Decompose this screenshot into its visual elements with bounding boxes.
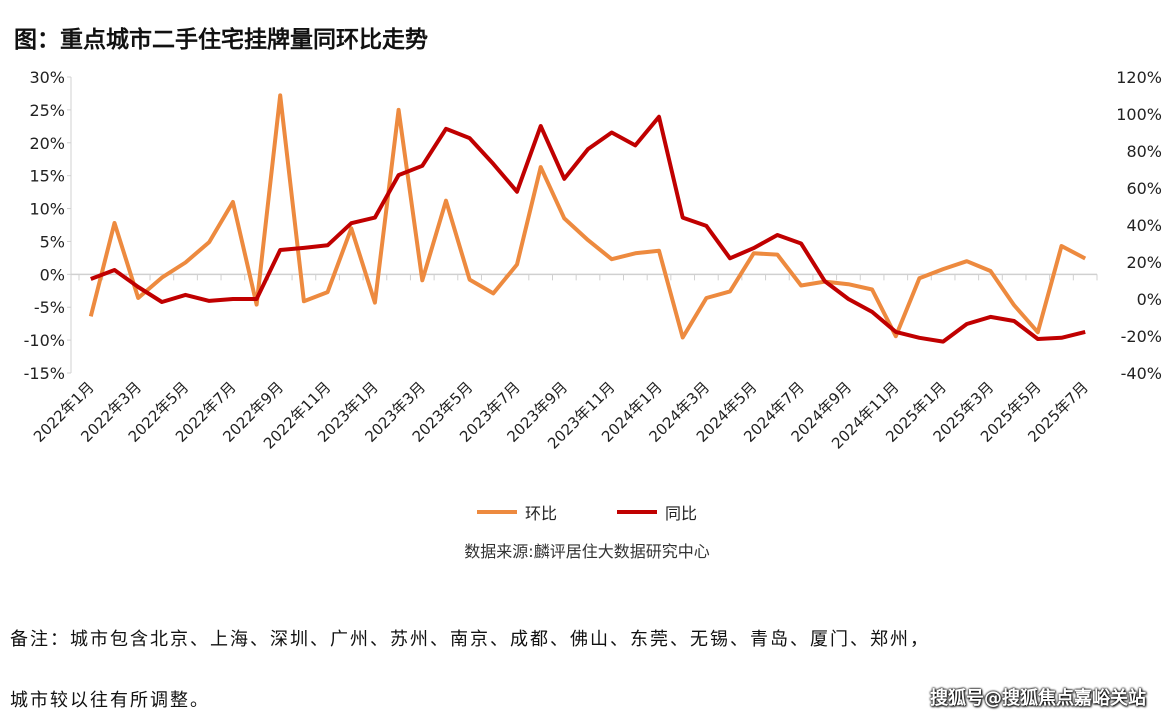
left-tick-label: 20% bbox=[29, 134, 65, 153]
note-line-1: 备注：城市包含北京、上海、深圳、广州、苏州、南京、成都、佛山、东莞、无锡、青岛、… bbox=[10, 629, 930, 650]
right-tick-label: 0% bbox=[1137, 290, 1162, 309]
right-tick-label: 20% bbox=[1126, 253, 1162, 272]
left-tick-label: -5% bbox=[34, 298, 65, 317]
legend: 环比 同比 bbox=[0, 500, 1174, 524]
watermark: 搜狐号@搜狐焦点嘉峪关站 bbox=[930, 688, 1146, 709]
legend-label: 同比 bbox=[665, 504, 698, 523]
left-tick-label: 30% bbox=[29, 68, 65, 87]
right-tick-label: -20% bbox=[1121, 327, 1162, 346]
source-note: 数据来源:麟评居住大数据研究中心 bbox=[464, 542, 710, 561]
legend-label: 环比 bbox=[524, 504, 557, 523]
legend-item-tb: 同比 bbox=[617, 500, 697, 524]
left-tick-label: 5% bbox=[40, 232, 65, 251]
legend-item-hb: 环比 bbox=[476, 500, 557, 524]
left-tick-label: -10% bbox=[24, 331, 65, 350]
right-tick-label: 40% bbox=[1126, 216, 1162, 235]
right-tick-label: 60% bbox=[1126, 179, 1162, 198]
right-tick-label: 120% bbox=[1116, 68, 1162, 87]
left-tick-label: 15% bbox=[29, 167, 65, 186]
left-tick-label: -15% bbox=[24, 364, 65, 383]
legend-swatch bbox=[617, 510, 657, 514]
left-tick-label: 10% bbox=[29, 200, 65, 219]
left-tick-label: 25% bbox=[29, 101, 65, 120]
right-tick-label: 100% bbox=[1116, 105, 1162, 124]
series-line-huanbi bbox=[88, 93, 1087, 340]
right-tick-label: -40% bbox=[1121, 364, 1162, 383]
chart-title: 图：重点城市二手住宅挂牌量同环比走势 bbox=[14, 27, 428, 53]
legend-swatch bbox=[476, 510, 517, 514]
right-tick-label: 80% bbox=[1126, 142, 1162, 161]
line-chart: 30% 25% 20% 15% 10% 5% 0% -5% -10% -15% 120% 100% 80… bbox=[24, 68, 1162, 453]
note-line-2: 城市较以往有所调整。 bbox=[10, 690, 210, 711]
left-tick-label: 0% bbox=[40, 265, 65, 284]
